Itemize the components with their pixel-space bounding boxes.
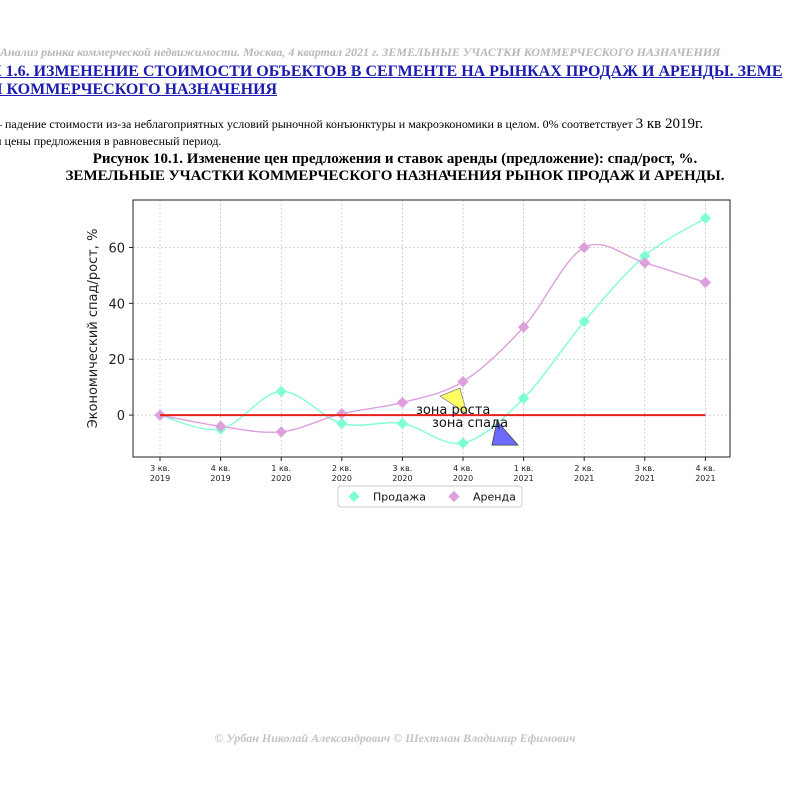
legend-marker-rent	[448, 490, 460, 503]
y-tick-label: 20	[108, 353, 125, 368]
data-point-rent	[275, 426, 287, 438]
data-point-rent	[517, 321, 530, 333]
decline-zone-marker	[491, 420, 519, 446]
note-date: 3 кв 2019г.	[635, 116, 704, 132]
plot-frame	[132, 199, 731, 458]
y-tick-label: 40	[108, 297, 125, 312]
growth-zone-label: зона роста	[416, 403, 490, 418]
series-line-sale	[159, 217, 706, 445]
growth-zone-marker	[439, 387, 468, 416]
note-line2: я цены предложения в равновесный период.	[0, 134, 222, 148]
x-tick-label-year: 2020	[392, 474, 412, 483]
section-title-line1[interactable]: К 1.6. ИЗМЕНЕНИЕ СТОИМОСТИ ОБЪЕКТОВ В СЕ…	[0, 63, 783, 80]
x-tick-label-year: 2020	[271, 474, 291, 483]
data-point-rent	[457, 375, 469, 388]
data-point-rent	[396, 396, 409, 409]
x-tick-label: 4 кв.	[696, 464, 716, 473]
y-axis-title: Экономический спад/рост, %	[86, 229, 101, 429]
x-tick-label-year: 2019	[210, 474, 230, 483]
footer-authors: © Урбан Николай Александрович © Шехтман …	[214, 731, 576, 745]
x-tick-label-year: 2021	[635, 474, 655, 483]
data-point-rent	[578, 241, 590, 254]
legend-label-sale: Продажа	[373, 491, 426, 504]
data-point-sale	[336, 417, 348, 430]
x-tick-label: 4 кв.	[453, 464, 473, 473]
x-tick-label: 3 кв.	[393, 464, 413, 473]
figure-title-line2: ЗЕМЕЛЬНЫЕ УЧАСТКИ КОММЕРЧЕСКОГО НАЗНАЧЕН…	[65, 168, 725, 184]
legend-label-rent: Аренда	[473, 491, 516, 504]
legend-marker-sale	[348, 490, 360, 503]
decline-zone-label: зона спада	[432, 416, 508, 431]
series-line-rent	[159, 243, 706, 434]
data-point-sale	[699, 212, 712, 224]
data-point-sale	[396, 417, 409, 430]
x-tick-label-year: 2021	[574, 474, 594, 483]
section-title-line2[interactable]: И КОММЕРЧЕСКОГО НАЗНАЧЕНИЯ	[0, 81, 278, 98]
x-tick-label: 1 кв.	[514, 464, 534, 473]
data-point-rent	[214, 420, 227, 432]
note-line1: – падение стоимости из-за неблагоприятны…	[0, 116, 703, 133]
x-tick-label: 2 кв.	[332, 464, 352, 473]
y-tick-label: 60	[108, 241, 125, 256]
x-tick-label: 4 кв.	[211, 464, 231, 473]
x-tick-label: 2 кв.	[574, 464, 594, 473]
running-header: Анализ рынка коммерческой недвижимости. …	[0, 45, 721, 59]
figure-title-line1: Рисунок 10.1. Изменение цен предложения …	[92, 151, 698, 167]
x-tick-label-year: 2020	[332, 474, 352, 483]
x-tick-label-year: 2019	[150, 474, 170, 483]
data-point-sale	[275, 385, 287, 398]
x-tick-label-year: 2020	[453, 474, 473, 483]
data-point-sale	[457, 437, 469, 449]
x-tick-label: 1 кв.	[271, 464, 291, 473]
x-tick-label-year: 2021	[513, 474, 533, 483]
y-tick-label: 0	[117, 409, 125, 424]
data-point-rent	[336, 408, 348, 420]
note-text: – падение стоимости из-за неблагоприятны…	[0, 117, 636, 131]
data-point-sale	[517, 392, 530, 404]
x-tick-label: 3 кв.	[150, 464, 170, 473]
data-point-sale	[639, 250, 651, 262]
data-point-rent	[699, 276, 712, 289]
legend-box	[337, 485, 523, 508]
x-tick-label-year: 2021	[695, 474, 715, 483]
x-tick-label: 3 кв.	[635, 464, 655, 473]
